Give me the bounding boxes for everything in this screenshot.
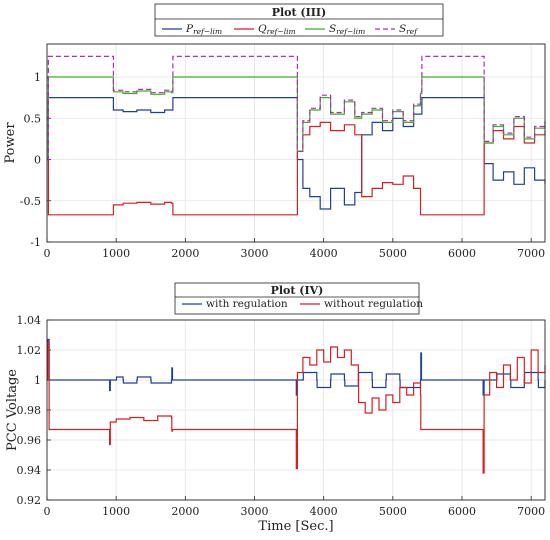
legend: Plot (III) Pref−lim Qref−lim Sref−lim Sref <box>154 3 444 37</box>
x-tick-label: 5000 <box>379 247 407 260</box>
y-axis-label: Power <box>3 122 18 164</box>
axes-frame <box>46 319 546 501</box>
y-tick-label: 0.92 <box>17 494 42 507</box>
x-tick-label: 2000 <box>171 505 199 518</box>
y-tick-label: 0.94 <box>17 464 42 477</box>
y-tick-label: -1 <box>30 236 41 249</box>
plot-iv-chart: 0 1000 2000 3000 4000 5000 6000 7000 0.92 0.94 0.9… <box>5 282 546 534</box>
axes-frame <box>46 43 546 243</box>
x-tick-label: 6000 <box>448 505 476 518</box>
y-tick-label: 1.02 <box>17 344 42 357</box>
y-tick-label: 0.96 <box>17 434 42 447</box>
y-tick-label: 1 <box>34 374 41 387</box>
x-tick-label: 0 <box>44 505 51 518</box>
legend-title: Plot (IV) <box>271 284 324 297</box>
y-tick-label: 0.5 <box>24 112 42 125</box>
x-tick-label: 7000 <box>517 247 545 260</box>
series-line-1 <box>47 341 546 474</box>
legend-entry-0: with regulation <box>206 298 288 310</box>
y-tick-label: 1 <box>34 71 41 84</box>
x-tick-label: 3000 <box>241 505 269 518</box>
series-line-0 <box>47 97 546 210</box>
plot-area <box>47 44 545 242</box>
x-tick-label: 2000 <box>171 247 199 260</box>
legend-entry-1: Qref−lim <box>258 23 296 36</box>
plot-iii-chart: 0 1000 2000 3000 4000 5000 6000 7000 -1 -0.5 0 0.5 1… <box>3 3 546 260</box>
x-tick-label: 0 <box>44 247 51 260</box>
x-axis-label: Time [Sec.] <box>258 519 333 534</box>
legend-entry-2: Sref−lim <box>329 23 365 36</box>
legend-title: Plot (III) <box>272 6 327 19</box>
y-axis-label: PCC Voltage <box>5 369 20 451</box>
legend-entry-0: Pref−lim <box>185 23 222 36</box>
y-tick-label: -0.5 <box>20 195 41 208</box>
y-tick-label: 1.04 <box>17 314 42 327</box>
legend-entry-1: without regulation <box>324 298 423 310</box>
y-tick-label: 0.98 <box>17 404 42 417</box>
x-tick-label: 4000 <box>310 247 338 260</box>
legend-entry-3: Sref <box>399 23 418 36</box>
x-tick-label: 1000 <box>102 505 130 518</box>
x-tick-label: 6000 <box>448 247 476 260</box>
x-tick-label: 4000 <box>310 505 338 518</box>
x-tick-label: 3000 <box>241 247 269 260</box>
legend-box <box>154 3 444 37</box>
series-line-3 <box>47 55 546 161</box>
legend: Plot (IV)with regulation without regulati… <box>174 282 423 315</box>
x-tick-label: 1000 <box>102 247 130 260</box>
x-tick-label: 5000 <box>379 505 407 518</box>
y-tick-label: 0 <box>34 154 41 167</box>
legend-box <box>174 282 420 315</box>
x-tick-label: 7000 <box>517 505 545 518</box>
